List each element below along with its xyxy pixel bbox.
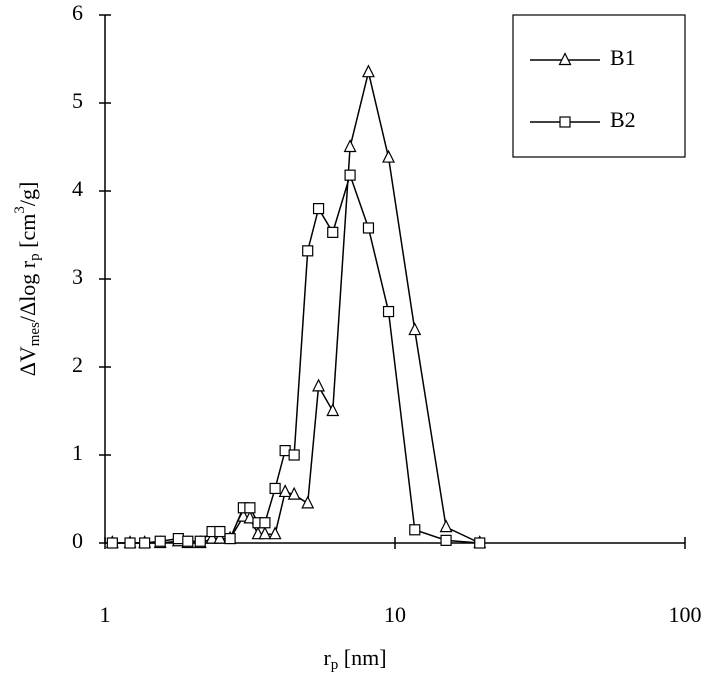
marker	[301, 495, 315, 509]
series-line	[112, 172, 480, 544]
x-axis-label: rp [nm]	[323, 645, 386, 673]
y-tick-label: 2	[72, 352, 83, 377]
marker	[287, 486, 301, 500]
marker	[124, 537, 136, 549]
marker	[344, 169, 356, 181]
x-tick-label: 10	[384, 602, 406, 627]
marker	[172, 532, 184, 545]
marker	[327, 226, 339, 238]
marker	[154, 535, 166, 547]
marker	[194, 535, 206, 547]
y-tick-label: 5	[72, 88, 83, 113]
series-line	[112, 72, 481, 544]
marker	[409, 524, 421, 536]
marker	[268, 526, 282, 540]
y-tick-label: 3	[72, 264, 83, 289]
legend-box	[512, 14, 686, 158]
marker	[343, 139, 357, 153]
y-axis-label: ΔVmes/Δlog rp [cm3/g]	[12, 182, 43, 377]
marker	[182, 535, 194, 547]
marker	[288, 449, 300, 461]
marker	[224, 532, 236, 545]
marker	[382, 305, 395, 318]
marker	[213, 530, 227, 544]
marker	[326, 403, 340, 417]
marker	[259, 517, 271, 529]
x-tick-label: 100	[669, 602, 702, 627]
marker	[278, 484, 292, 498]
marker	[361, 64, 375, 78]
marker	[408, 322, 422, 336]
marker	[244, 502, 256, 514]
marker	[382, 149, 396, 163]
marker	[302, 245, 314, 257]
y-tick-label: 1	[72, 440, 83, 465]
marker	[269, 482, 281, 495]
y-tick-label: 6	[72, 0, 83, 25]
y-tick-label: 0	[72, 528, 83, 553]
marker	[214, 525, 226, 538]
legend-marker	[559, 116, 571, 128]
legend-marker	[558, 52, 572, 66]
marker	[440, 534, 452, 546]
marker	[312, 378, 326, 392]
legend-label: B1	[610, 45, 636, 70]
marker	[439, 519, 453, 533]
x-tick-label: 1	[100, 602, 111, 627]
marker	[106, 537, 118, 549]
marker	[474, 537, 486, 549]
marker	[362, 222, 375, 234]
y-tick-label: 4	[72, 176, 83, 201]
legend-label: B2	[610, 107, 636, 132]
marker	[139, 537, 151, 549]
marker	[205, 530, 219, 544]
marker	[312, 203, 325, 215]
marker	[258, 526, 272, 540]
